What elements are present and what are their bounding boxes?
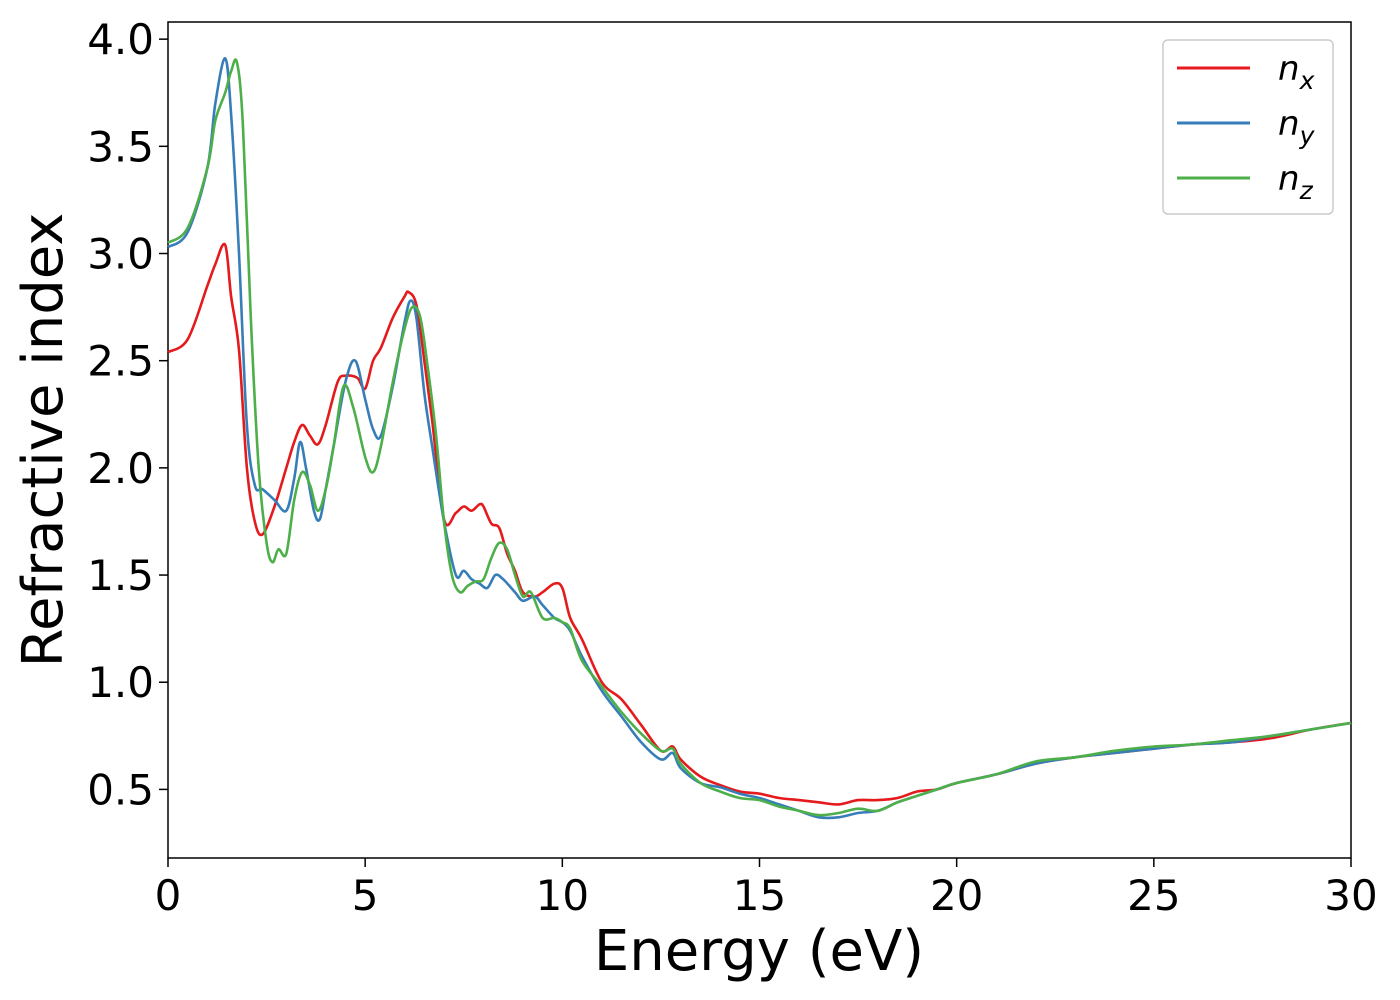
y-tick-label: 3.0 xyxy=(87,230,154,279)
y-tick-label: 1.5 xyxy=(87,551,154,600)
series-line-z xyxy=(167,58,1352,817)
series-line-x xyxy=(167,242,1352,806)
x-tick-label: 25 xyxy=(1127,871,1180,920)
x-tick-label: 15 xyxy=(733,871,786,920)
y-tick-label: 0.5 xyxy=(87,765,154,814)
y-tick-label: 2.0 xyxy=(87,444,154,493)
y-axis-label: Refractive index xyxy=(11,213,76,668)
y-axis-ticks: 0.5 1.0 1.5 2.0 2.5 3.0 3.5 4.0 xyxy=(87,15,168,814)
x-tick-label: 20 xyxy=(930,871,983,920)
x-axis-ticks: 0 5 10 15 20 25 30 xyxy=(155,858,1378,920)
legend-box xyxy=(1162,39,1334,215)
x-axis-label: Energy (eV) xyxy=(594,919,924,984)
x-tick-label: 10 xyxy=(536,871,589,920)
x-tick-label: 0 xyxy=(155,871,182,920)
x-tick-label: 30 xyxy=(1324,871,1377,920)
y-tick-label: 2.5 xyxy=(87,337,154,386)
y-tick-label: 3.5 xyxy=(87,122,154,171)
y-tick-label: 4.0 xyxy=(87,15,154,64)
series-lines xyxy=(167,57,1352,820)
y-tick-label: 1.0 xyxy=(87,658,154,707)
x-tick-label: 5 xyxy=(352,871,379,920)
